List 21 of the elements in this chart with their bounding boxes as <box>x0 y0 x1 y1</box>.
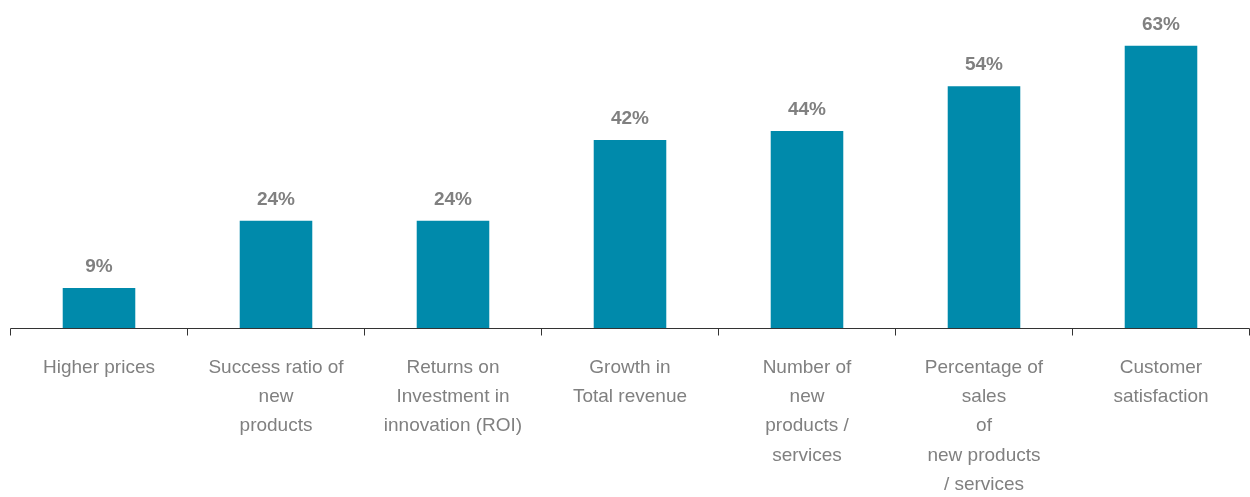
bar <box>239 220 313 329</box>
data-label: 24% <box>433 187 473 209</box>
bar <box>593 139 667 329</box>
bar <box>770 131 844 329</box>
bar <box>62 288 136 329</box>
x-tick-label: Higher prices <box>43 355 155 377</box>
data-label: 9% <box>85 255 113 277</box>
data-label: 54% <box>964 53 1004 75</box>
bar <box>1124 45 1198 329</box>
bar <box>947 86 1021 329</box>
x-tick-label: Success ratio of new products <box>208 355 345 436</box>
bar <box>416 220 490 329</box>
data-label: 44% <box>787 98 827 120</box>
x-tick-label: Number of new products / services <box>762 355 853 465</box>
data-label: 63% <box>1141 12 1181 34</box>
x-tick-label: Growth in Total revenue <box>572 355 688 406</box>
x-tick-label: Returns on Investment in innovation (ROI) <box>383 355 523 436</box>
x-tick-label: Percentage of sales of new products / services <box>924 355 1044 495</box>
data-label: 24% <box>256 187 296 209</box>
data-label: 42% <box>610 106 650 128</box>
x-tick-label: Customer satisfaction <box>1113 355 1209 406</box>
